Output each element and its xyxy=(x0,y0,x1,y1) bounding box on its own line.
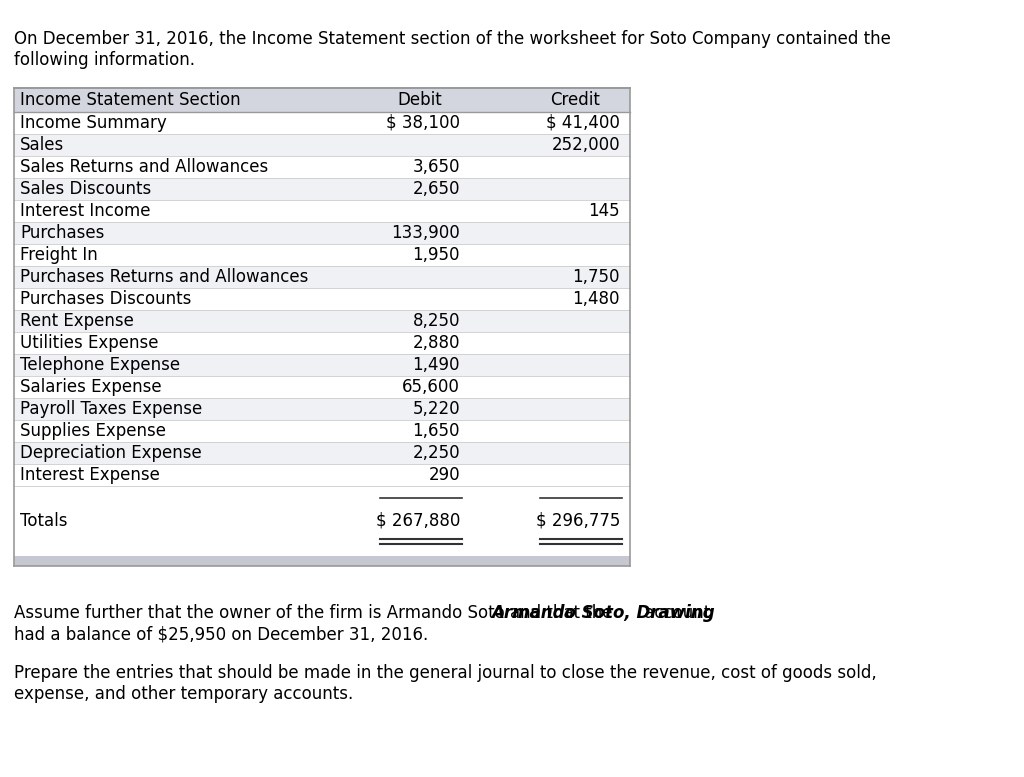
Text: Supplies Expense: Supplies Expense xyxy=(20,422,166,440)
Text: $ 296,775: $ 296,775 xyxy=(536,512,620,530)
Bar xyxy=(14,420,630,442)
Text: Income Statement Section: Income Statement Section xyxy=(20,91,241,109)
Text: 5,220: 5,220 xyxy=(413,400,460,418)
Text: 290: 290 xyxy=(428,466,460,484)
Text: account: account xyxy=(639,604,711,622)
Bar xyxy=(14,266,630,288)
Bar xyxy=(14,332,630,354)
Bar xyxy=(14,288,630,310)
Bar xyxy=(14,134,630,156)
Bar xyxy=(14,178,630,200)
Text: Payroll Taxes Expense: Payroll Taxes Expense xyxy=(20,400,203,418)
Text: 2,250: 2,250 xyxy=(413,444,460,462)
Text: Income Summary: Income Summary xyxy=(20,114,167,132)
Text: Salaries Expense: Salaries Expense xyxy=(20,378,162,396)
Text: 8,250: 8,250 xyxy=(413,312,460,330)
Text: Telephone Expense: Telephone Expense xyxy=(20,356,180,374)
Bar xyxy=(14,200,630,222)
Text: Prepare the entries that should be made in the general journal to close the reve: Prepare the entries that should be made … xyxy=(14,664,877,703)
Text: Credit: Credit xyxy=(550,91,600,109)
Text: Depreciation Expense: Depreciation Expense xyxy=(20,444,202,462)
Bar xyxy=(14,354,630,376)
Text: Sales Returns and Allowances: Sales Returns and Allowances xyxy=(20,158,268,176)
Text: $ 38,100: $ 38,100 xyxy=(386,114,460,132)
Text: On December 31, 2016, the Income Statement section of the worksheet for Soto Com: On December 31, 2016, the Income Stateme… xyxy=(14,30,891,69)
Bar xyxy=(14,486,630,508)
Bar xyxy=(14,556,630,566)
Text: Debit: Debit xyxy=(397,91,442,109)
Text: 145: 145 xyxy=(589,202,620,220)
Text: had a balance of $25,950 on December 31, 2016.: had a balance of $25,950 on December 31,… xyxy=(14,626,428,644)
Text: 65,600: 65,600 xyxy=(402,378,460,396)
Bar xyxy=(14,398,630,420)
Text: 1,490: 1,490 xyxy=(413,356,460,374)
Bar xyxy=(14,156,630,178)
Text: Rent Expense: Rent Expense xyxy=(20,312,134,330)
Bar xyxy=(14,112,630,134)
Text: 1,750: 1,750 xyxy=(572,268,620,286)
Bar xyxy=(14,222,630,244)
Bar xyxy=(14,88,630,112)
Text: $ 267,880: $ 267,880 xyxy=(376,512,460,530)
Text: Armando Soto, Drawing: Armando Soto, Drawing xyxy=(492,604,715,622)
Text: Utilities Expense: Utilities Expense xyxy=(20,334,159,352)
Text: 252,000: 252,000 xyxy=(551,136,620,154)
Text: Totals: Totals xyxy=(20,512,68,530)
Text: Purchases Discounts: Purchases Discounts xyxy=(20,290,191,308)
Text: 1,950: 1,950 xyxy=(413,246,460,264)
Bar xyxy=(14,376,630,398)
Text: Sales Discounts: Sales Discounts xyxy=(20,180,152,198)
Text: 1,480: 1,480 xyxy=(572,290,620,308)
Text: 3,650: 3,650 xyxy=(413,158,460,176)
Bar xyxy=(14,508,630,534)
Bar xyxy=(14,310,630,332)
Text: Interest Expense: Interest Expense xyxy=(20,466,160,484)
Text: 2,880: 2,880 xyxy=(413,334,460,352)
Text: Freight In: Freight In xyxy=(20,246,97,264)
Text: Purchases: Purchases xyxy=(20,224,104,242)
Text: Sales: Sales xyxy=(20,136,65,154)
Text: 133,900: 133,900 xyxy=(391,224,460,242)
Bar xyxy=(14,464,630,486)
Text: Interest Income: Interest Income xyxy=(20,202,151,220)
Text: $ 41,400: $ 41,400 xyxy=(546,114,620,132)
Text: 2,650: 2,650 xyxy=(413,180,460,198)
Text: 1,650: 1,650 xyxy=(413,422,460,440)
Bar xyxy=(14,244,630,266)
Text: Purchases Returns and Allowances: Purchases Returns and Allowances xyxy=(20,268,308,286)
Text: Assume further that the owner of the firm is Armando Soto and that the: Assume further that the owner of the fir… xyxy=(14,604,617,622)
Bar xyxy=(14,442,630,464)
Bar xyxy=(14,534,630,556)
